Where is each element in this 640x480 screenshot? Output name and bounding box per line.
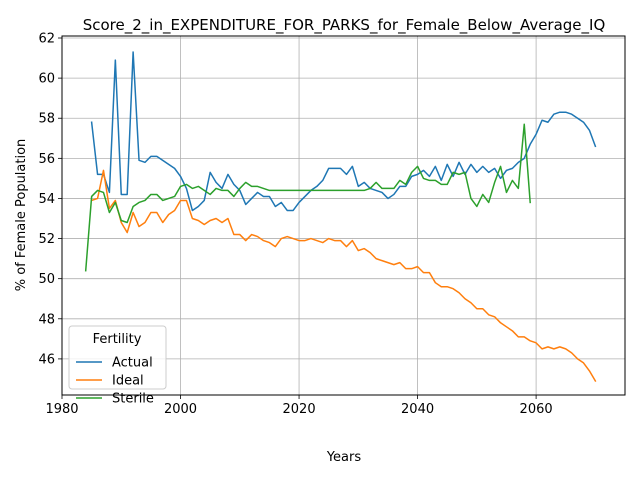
y-tick-label: 46 (38, 352, 55, 367)
y-tick-label: 58 (38, 112, 55, 127)
series-line-ideal (90, 169, 597, 382)
x-axis: 1980 2000 2020 2040 2060 (45, 395, 553, 417)
legend-label-sterile: Sterile (112, 392, 154, 407)
series-line-actual (90, 51, 597, 212)
chart-title: Score_2_in_EXPENDITURE_FOR_PARKS_for_Fem… (83, 16, 606, 35)
y-tick-label: 48 (38, 312, 55, 327)
y-tick-label: 52 (38, 232, 55, 247)
y-tick-label: 60 (38, 72, 55, 87)
y-axis-label: % of Female Population (14, 139, 29, 292)
x-tick-label: 2000 (164, 402, 197, 417)
legend-box (68, 325, 167, 390)
x-tick-label: 2060 (520, 402, 553, 417)
y-tick-label: 56 (38, 152, 55, 167)
x-tick-label: 2040 (401, 402, 434, 417)
series-line-sterile (84, 123, 531, 272)
plot-frame (61, 35, 626, 396)
x-tick-label: 2020 (283, 402, 316, 417)
series-layer (84, 51, 597, 382)
legend-entries: Actual Ideal Sterile (76, 356, 154, 407)
legend-title: Fertility (93, 332, 142, 347)
legend: Fertility Actual Ideal Sterile (68, 325, 167, 407)
x-axis-label: Years (326, 450, 362, 465)
x-tick-label: 1980 (45, 402, 78, 417)
legend-label-ideal: Ideal (112, 374, 144, 389)
y-tick-label: 50 (38, 272, 55, 287)
legend-label-actual: Actual (112, 356, 153, 371)
y-axis: 46 48 50 52 54 56 58 60 62 (38, 32, 62, 367)
y-tick-label: 54 (38, 192, 55, 207)
y-tick-label: 62 (38, 32, 55, 47)
grid-lines (61, 36, 625, 395)
